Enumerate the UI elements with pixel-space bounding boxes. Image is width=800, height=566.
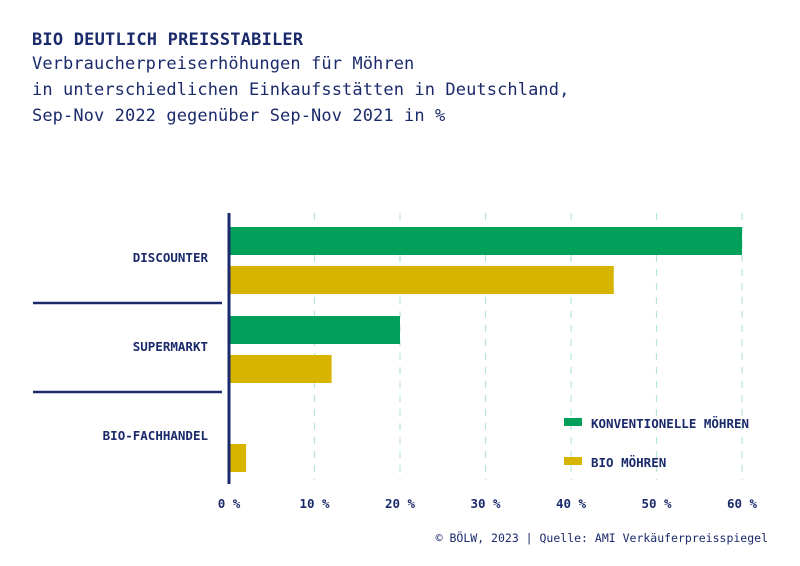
legend: KONVENTIONELLE MÖHREN BIO MÖHREN xyxy=(564,416,749,470)
bar-discounter-konventionell xyxy=(229,227,742,255)
x-tick-label-10: 10 % xyxy=(299,496,330,511)
x-tick-label-50: 50 % xyxy=(641,496,672,511)
x-tick-label-20: 20 % xyxy=(385,496,416,511)
x-tick-label-40: 40 % xyxy=(556,496,587,511)
category-labels: DISCOUNTER SUPERMARKT BIO-FACHHANDEL xyxy=(103,250,209,443)
category-label-supermarkt: SUPERMARKT xyxy=(133,339,208,354)
legend-swatch-bio xyxy=(564,457,582,465)
chart-subtitle-line-3: Sep-Nov 2022 gegenüber Sep-Nov 2021 in % xyxy=(32,106,446,126)
bars xyxy=(229,227,742,472)
gridlines xyxy=(313,213,743,480)
source-note: © BÖLW, 2023 | Quelle: AMI Verkäuferprei… xyxy=(435,531,768,545)
chart-title: BIO DEUTLICH PREISSTABILER xyxy=(32,30,304,50)
x-tick-label-0: 0 % xyxy=(218,496,241,511)
axes xyxy=(33,213,231,484)
x-tick-labels: 0 % 10 % 20 % 30 % 40 % 50 % 60 % xyxy=(218,496,758,511)
legend-label-konventionell: KONVENTIONELLE MÖHREN xyxy=(591,416,749,431)
chart-subtitle-line-1: Verbraucherpreiserhöhungen für Möhren xyxy=(32,54,415,74)
legend-swatch-konventionell xyxy=(564,418,582,426)
bar-supermarkt-konventionell xyxy=(229,316,400,344)
legend-label-bio: BIO MÖHREN xyxy=(591,455,666,470)
chart-subtitle-line-2: in unterschiedlichen Einkaufsstätten in … xyxy=(32,80,570,100)
x-tick-label-30: 30 % xyxy=(470,496,501,511)
category-label-discounter: DISCOUNTER xyxy=(133,250,209,265)
bar-supermarkt-bio xyxy=(229,355,332,383)
x-tick-label-60: 60 % xyxy=(727,496,758,511)
bar-bio-fachhandel-bio xyxy=(229,444,247,472)
bar-discounter-bio xyxy=(229,266,614,294)
category-label-bio-fachhandel: BIO-FACHHANDEL xyxy=(103,428,209,443)
